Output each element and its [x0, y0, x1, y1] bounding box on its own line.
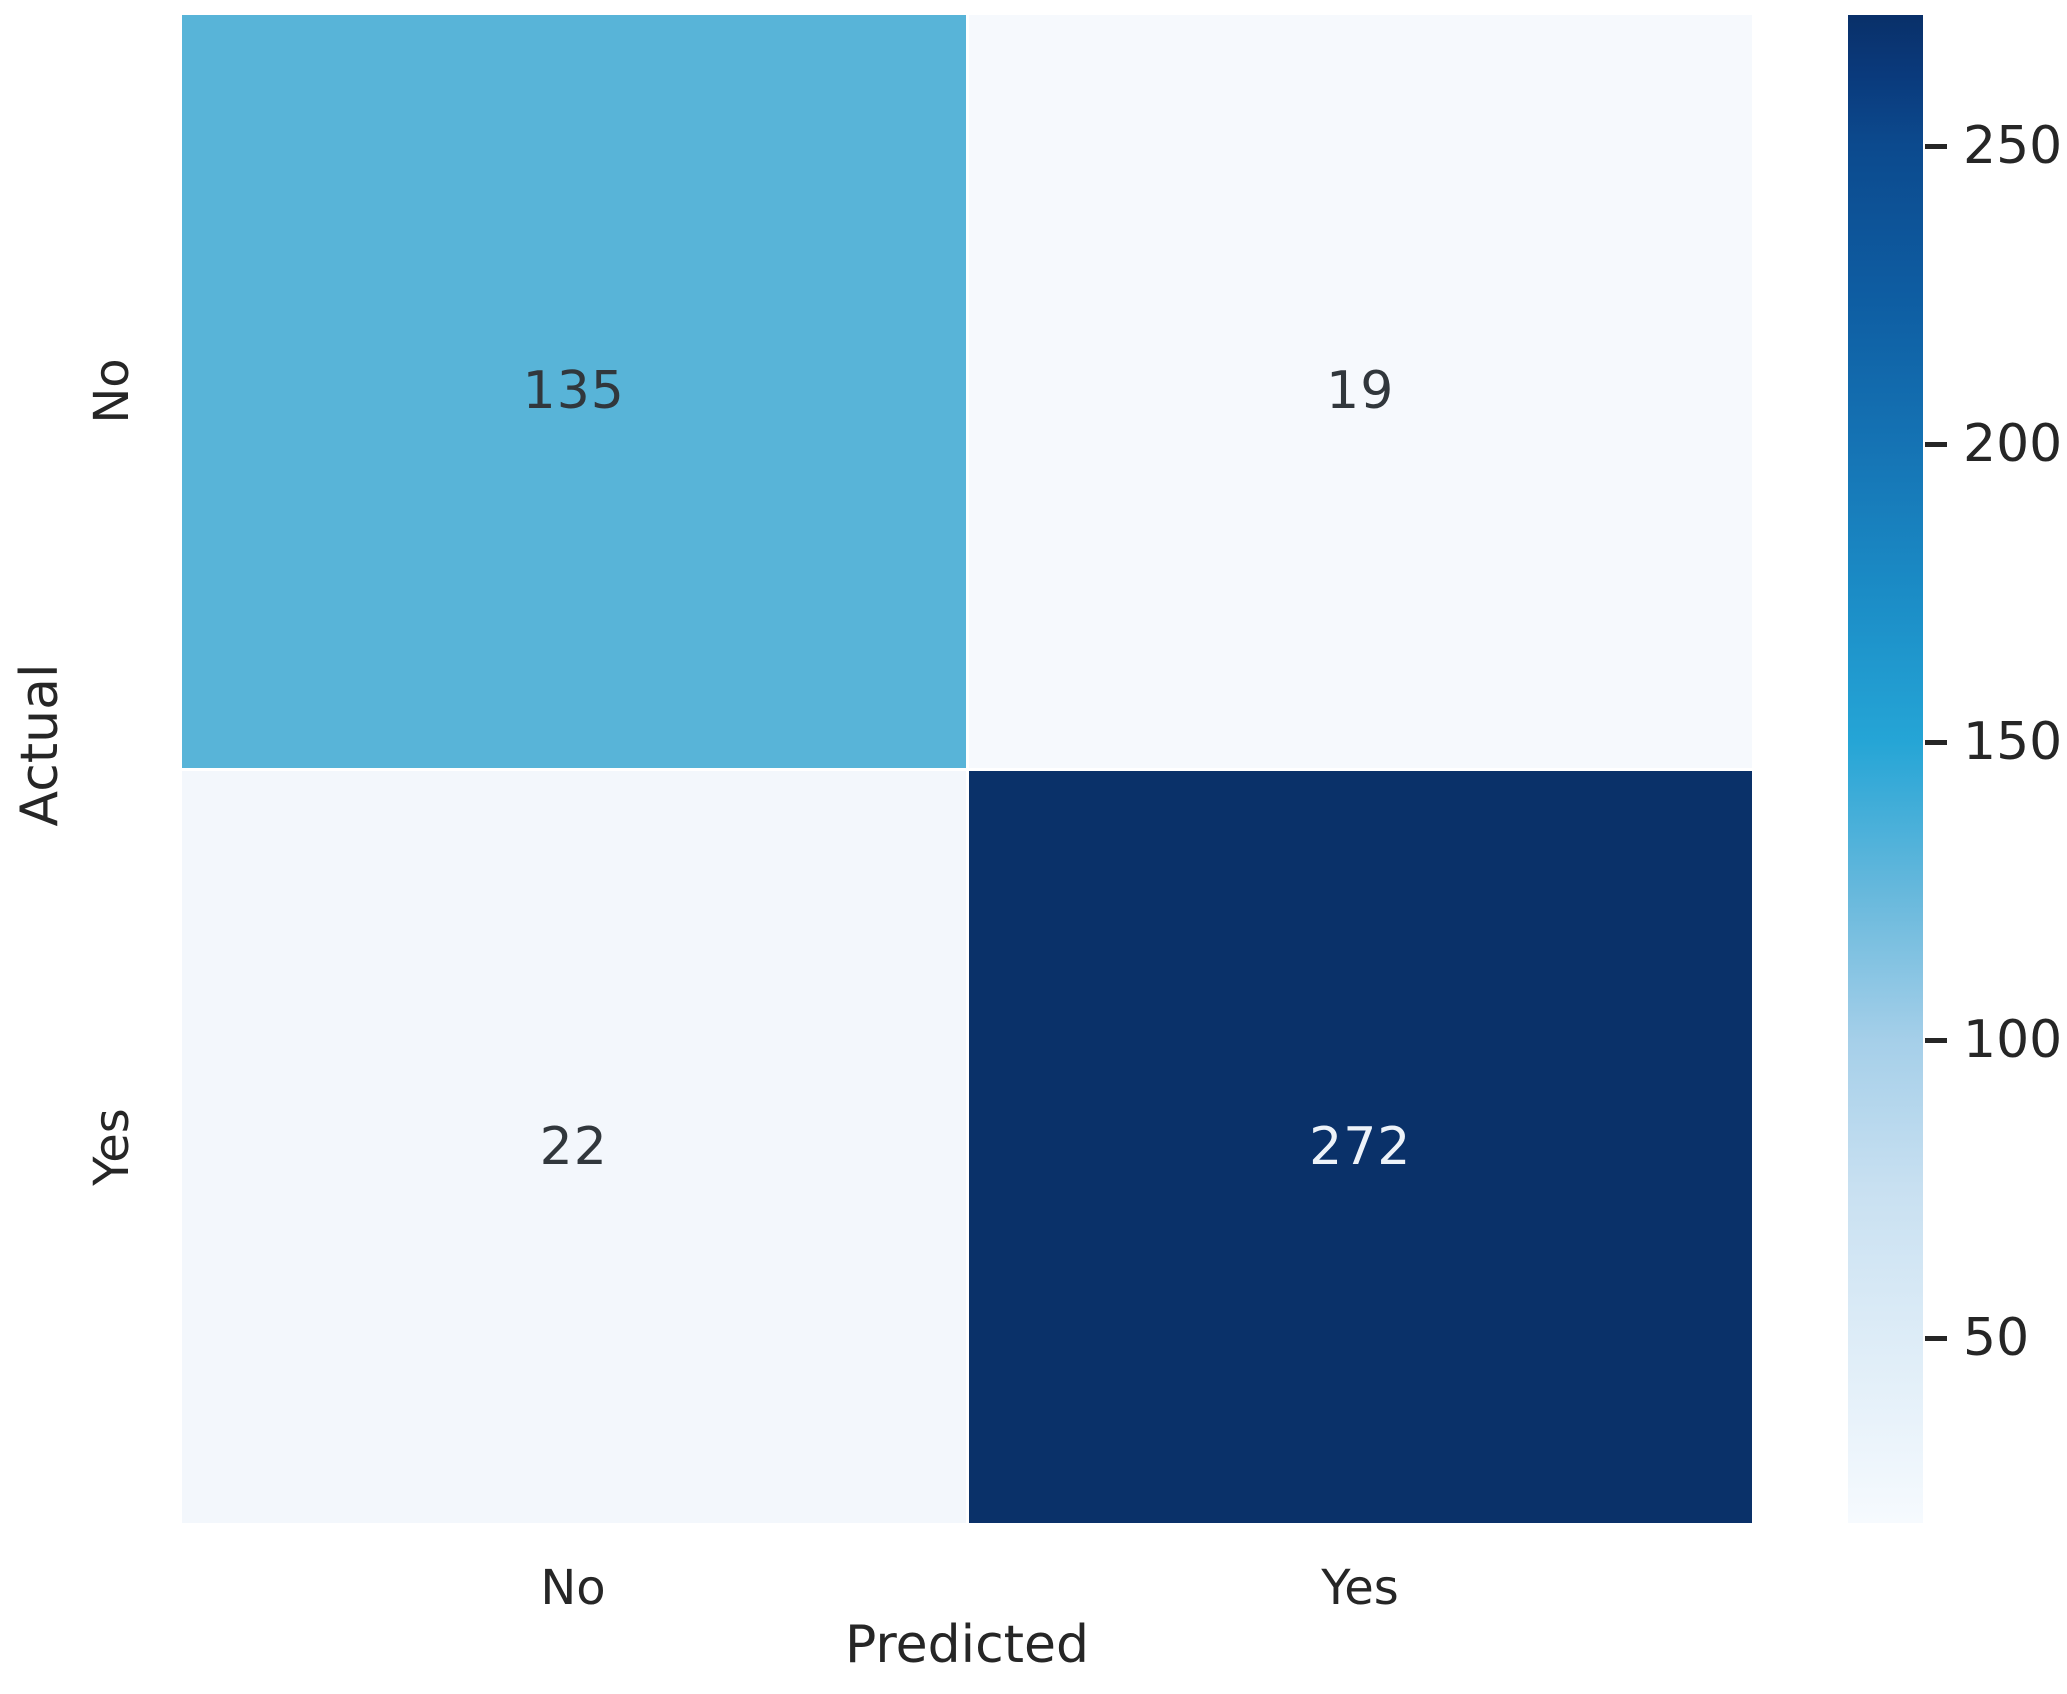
colorbar	[1848, 15, 1923, 1523]
heatmap-cell-actual-no-predicted-no: 135	[182, 15, 966, 768]
y-tick-label-yes: Yes	[84, 1108, 140, 1186]
colorbar-tick-mark	[1925, 1335, 1947, 1341]
colorbar-tick-mark	[1925, 143, 1947, 149]
heatmap-cell-actual-no-predicted-yes: 19	[968, 15, 1752, 768]
colorbar-tick-mark	[1925, 441, 1947, 447]
y-tick-label-no: No	[84, 358, 140, 424]
x-axis-label: Predicted	[844, 1615, 1090, 1675]
heatmap-cell-actual-yes-predicted-yes: 272	[968, 770, 1752, 1523]
x-tick-label-yes: Yes	[1321, 1560, 1399, 1616]
colorbar-ticks: 250 200 150 100 50	[1923, 15, 2067, 1523]
x-tick-label-no: No	[540, 1560, 606, 1616]
y-axis-label: Actual	[10, 663, 70, 827]
heatmap-grid: 135 19 22 272	[182, 15, 1752, 1523]
colorbar-tick-mark	[1925, 739, 1947, 745]
heatmap-cell-actual-yes-predicted-no: 22	[182, 770, 966, 1523]
colorbar-tick-mark	[1925, 1037, 1947, 1043]
